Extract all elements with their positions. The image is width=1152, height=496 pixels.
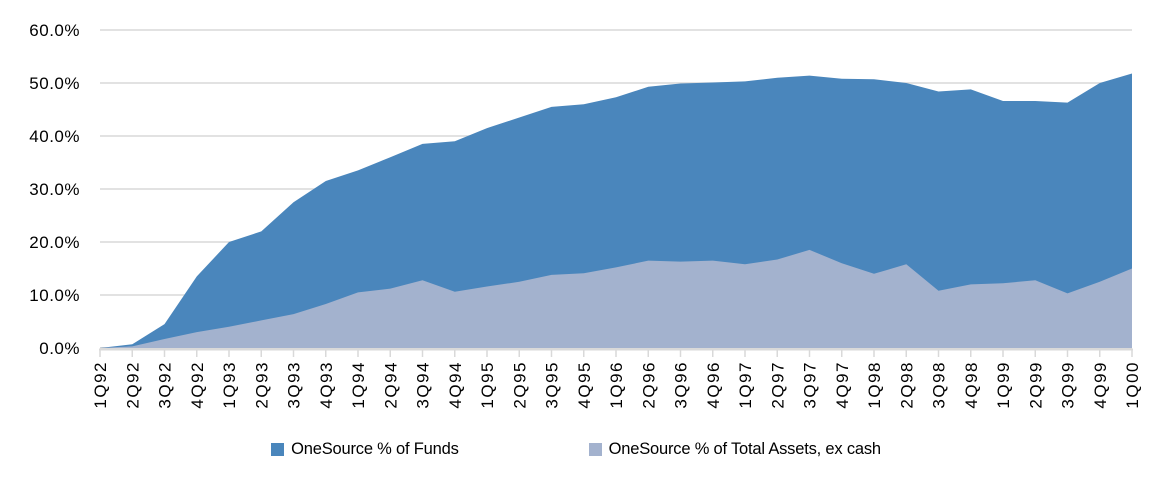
x-axis-label: 3Q98 [930, 361, 949, 409]
x-axis-label: 4Q94 [446, 361, 465, 409]
x-axis-label: 2Q93 [252, 361, 271, 409]
y-axis-label: 40.0% [29, 127, 80, 146]
legend-swatch-assets [588, 443, 602, 456]
x-axis-label: 1Q94 [349, 361, 368, 409]
x-axis-label: 3Q96 [672, 361, 691, 409]
legend-item-funds: OneSource % of Funds [271, 440, 459, 459]
x-axis-label: 3Q95 [543, 361, 562, 409]
x-axis-label: 1Q92 [91, 361, 110, 409]
x-axis-label: 3Q93 [285, 361, 304, 409]
x-axis-label: 1Q00 [1123, 361, 1142, 409]
y-axis-label: 50.0% [29, 74, 80, 93]
x-axis-label: 3Q92 [156, 361, 175, 409]
x-axis-label: 3Q94 [414, 361, 433, 409]
y-axis-label: 30.0% [29, 180, 80, 199]
x-axis-label: 2Q96 [639, 361, 658, 409]
x-axis [99, 348, 1133, 357]
x-axis-label: 1Q98 [865, 361, 884, 409]
x-axis-label: 1Q96 [607, 361, 626, 409]
x-axis-label: 3Q97 [801, 361, 820, 409]
x-axis-label: 4Q95 [575, 361, 594, 409]
x-axis-label: 1Q95 [478, 361, 497, 409]
area-assets [100, 249, 1132, 348]
area-series [100, 73, 1132, 348]
legend: OneSource % of Funds OneSource % of Tota… [0, 440, 1152, 459]
x-axis-label: 1Q97 [736, 361, 755, 409]
x-axis-labels: 1Q92 2Q92 3Q92 4Q92 1Q93 2Q93 3Q93 4Q93 1Q94 2Q94… [91, 361, 1142, 409]
legend-label-assets: OneSource % of Total Assets, ex cash [608, 440, 881, 458]
x-axis-label: 2Q99 [1026, 361, 1045, 409]
x-axis-label: 4Q93 [317, 361, 336, 409]
y-axis-label: 20.0% [29, 233, 80, 252]
y-axis-label: 60.0% [29, 21, 80, 40]
x-axis-label: 2Q92 [123, 361, 142, 409]
x-axis-label: 1Q99 [994, 361, 1013, 409]
legend-item-assets: OneSource % of Total Assets, ex cash [588, 440, 881, 459]
x-axis-label: 2Q98 [897, 361, 916, 409]
x-axis-label: 4Q99 [1091, 361, 1110, 409]
x-axis-label: 2Q94 [381, 361, 400, 409]
x-axis-label: 2Q95 [510, 361, 529, 409]
x-axis-label: 2Q97 [768, 361, 787, 409]
area-chart: 0.0% 10.0% 20.0% 30.0% 40.0% 50.0% 60.0% 1Q92 2… [29, 21, 1142, 409]
x-axis-label: 4Q97 [833, 361, 852, 409]
x-axis-label: 3Q99 [1059, 361, 1078, 409]
x-axis-label: 1Q93 [220, 361, 239, 409]
x-axis-label: 4Q98 [962, 361, 981, 409]
x-axis-label: 4Q92 [188, 361, 207, 409]
y-axis-label: 0.0% [39, 339, 80, 358]
legend-label-funds: OneSource % of Funds [291, 440, 459, 458]
y-axis-label: 10.0% [29, 286, 80, 305]
legend-swatch-funds [271, 443, 285, 456]
x-axis-label: 4Q96 [704, 361, 723, 409]
y-axis-labels: 0.0% 10.0% 20.0% 30.0% 40.0% 50.0% 60.0% [29, 21, 80, 358]
